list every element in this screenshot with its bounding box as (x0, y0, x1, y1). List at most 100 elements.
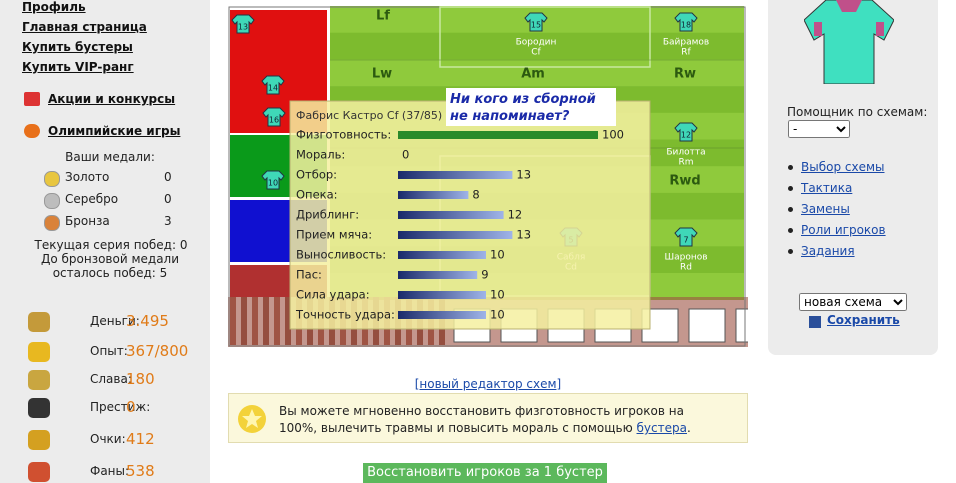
resource-icon (28, 430, 50, 450)
link-item: Задания (801, 244, 855, 258)
resource-value: 3.495 (126, 312, 169, 330)
resource-value: 538 (126, 462, 155, 480)
promo-link[interactable]: Акции и конкурсы (48, 92, 176, 106)
menu-link[interactable]: Профиль (22, 0, 86, 14)
left-column: Профиль Главная страница Купить бустеры Куп… (0, 0, 210, 483)
player-pos: Cf (531, 48, 541, 58)
stat-label: Отбор: (296, 168, 337, 182)
zone-label: Rwd (669, 174, 700, 189)
zone-label: Lf (376, 9, 390, 24)
medal-icon (44, 171, 60, 187)
resource-value: 412 (126, 430, 155, 448)
link-item: Выбор схемы (801, 160, 885, 174)
menu-link[interactable]: Главная страница (22, 20, 147, 34)
bench-slot (688, 308, 726, 343)
link-item: Замены (801, 202, 850, 216)
stat-bar (398, 291, 486, 299)
star-icon (238, 405, 266, 433)
stat-label: Сила удара: (296, 288, 370, 302)
notice-end: . (686, 421, 691, 435)
tooltip-question: Ни кого из сборной не напоминает? (450, 92, 596, 124)
player-name: Билотта (666, 148, 705, 158)
question-bg (446, 88, 616, 126)
panel-link[interactable]: Выбор схемы (801, 160, 885, 174)
stat-label: Мораль: (296, 148, 345, 162)
panel-link[interactable]: Тактика (801, 181, 853, 195)
stat-bar (398, 131, 598, 139)
streak: Текущая серия побед: 0 (34, 238, 188, 252)
stat-value: 12 (508, 208, 523, 222)
bench-slot (735, 308, 748, 343)
promo-item: Акции и конкурсы (48, 92, 175, 106)
promo-link[interactable]: Олимпийские игры (48, 124, 181, 138)
menu-link[interactable]: Купить бустеры (22, 40, 133, 54)
player-shirt (231, 14, 255, 34)
stat-value: 10 (490, 248, 505, 262)
notice-text: Вы можете мгновенно восстановить физгото… (279, 403, 719, 437)
bullet (788, 165, 793, 170)
restore-button[interactable]: Восстановить игроков за 1 бустер (363, 463, 607, 483)
resource-label: Фаны: (90, 464, 130, 478)
helper-label: Помощник по схемам: (787, 105, 928, 119)
zone-label: Lw (372, 67, 392, 82)
player-shirt (674, 12, 698, 32)
bullet (788, 249, 793, 254)
scheme-select[interactable]: новая схема (799, 293, 907, 311)
stat-bar (398, 251, 486, 259)
player-number: 7 (683, 236, 688, 245)
question-line: Ни кого из сборной (450, 92, 596, 107)
medal-icon (44, 193, 60, 209)
zone-label: Rw (674, 67, 696, 82)
bullet (788, 228, 793, 233)
player-number: 18 (681, 21, 691, 30)
save-link[interactable]: Сохранить (827, 313, 900, 327)
player-number: 10 (268, 179, 278, 188)
player-number: 16 (269, 116, 279, 125)
stat-label: Дриблинг: (296, 208, 359, 222)
menu-item: Профиль (22, 0, 86, 14)
to-next: До бронзовой медали осталось побед: 5 (40, 252, 180, 280)
save-item: Сохранить (827, 313, 900, 327)
player-number: 13 (238, 23, 248, 32)
stat-value: 10 (490, 288, 505, 302)
stat-bar (398, 311, 486, 319)
resource-value: 0 (126, 398, 136, 416)
resource-label: Престиж: (90, 400, 151, 414)
shirt-icon (803, 0, 895, 87)
shirt (803, 0, 895, 85)
booster-link[interactable]: бустера (636, 421, 687, 435)
stat-value: 10 (490, 308, 505, 322)
medal-name: Золото (65, 170, 110, 184)
stat-value: 9 (481, 268, 488, 282)
menu-link[interactable]: Купить VIP-ранг (22, 60, 134, 74)
menu-item: Главная страница (22, 20, 147, 34)
player-shirt (674, 227, 698, 247)
panel-link[interactable]: Задания (801, 244, 855, 258)
field-line (439, 6, 651, 68)
stat-label: Выносливость: (296, 248, 386, 262)
promo-icon (24, 92, 40, 106)
helper-select[interactable]: - (788, 120, 850, 138)
resource-icon (28, 312, 50, 332)
resource-label: Слава: (90, 372, 132, 386)
tooltip-title: Фабрис Кастро Cf (37/85) (296, 109, 442, 122)
player-name: Байрамов (663, 38, 709, 48)
stat-value: 8 (472, 188, 479, 202)
player-shirt (261, 170, 285, 190)
player-number: 12 (681, 131, 691, 140)
question-line: не напоминает? (450, 109, 570, 124)
stat-bar (398, 271, 478, 279)
panel-link[interactable]: Роли игроков (801, 223, 886, 237)
stat-bar (398, 171, 513, 179)
bullet (788, 207, 793, 212)
stat-value: 100 (602, 128, 624, 142)
panel-link[interactable]: Замены (801, 202, 850, 216)
editor-link[interactable]: [новый редактор схем] (414, 377, 562, 391)
medal-name: Серебро (65, 192, 119, 206)
promo-icon (24, 124, 40, 138)
resource-label: Опыт: (90, 344, 128, 358)
player-shirt (674, 122, 698, 142)
notice: Вы можете мгновенно восстановить физгото… (228, 393, 748, 443)
